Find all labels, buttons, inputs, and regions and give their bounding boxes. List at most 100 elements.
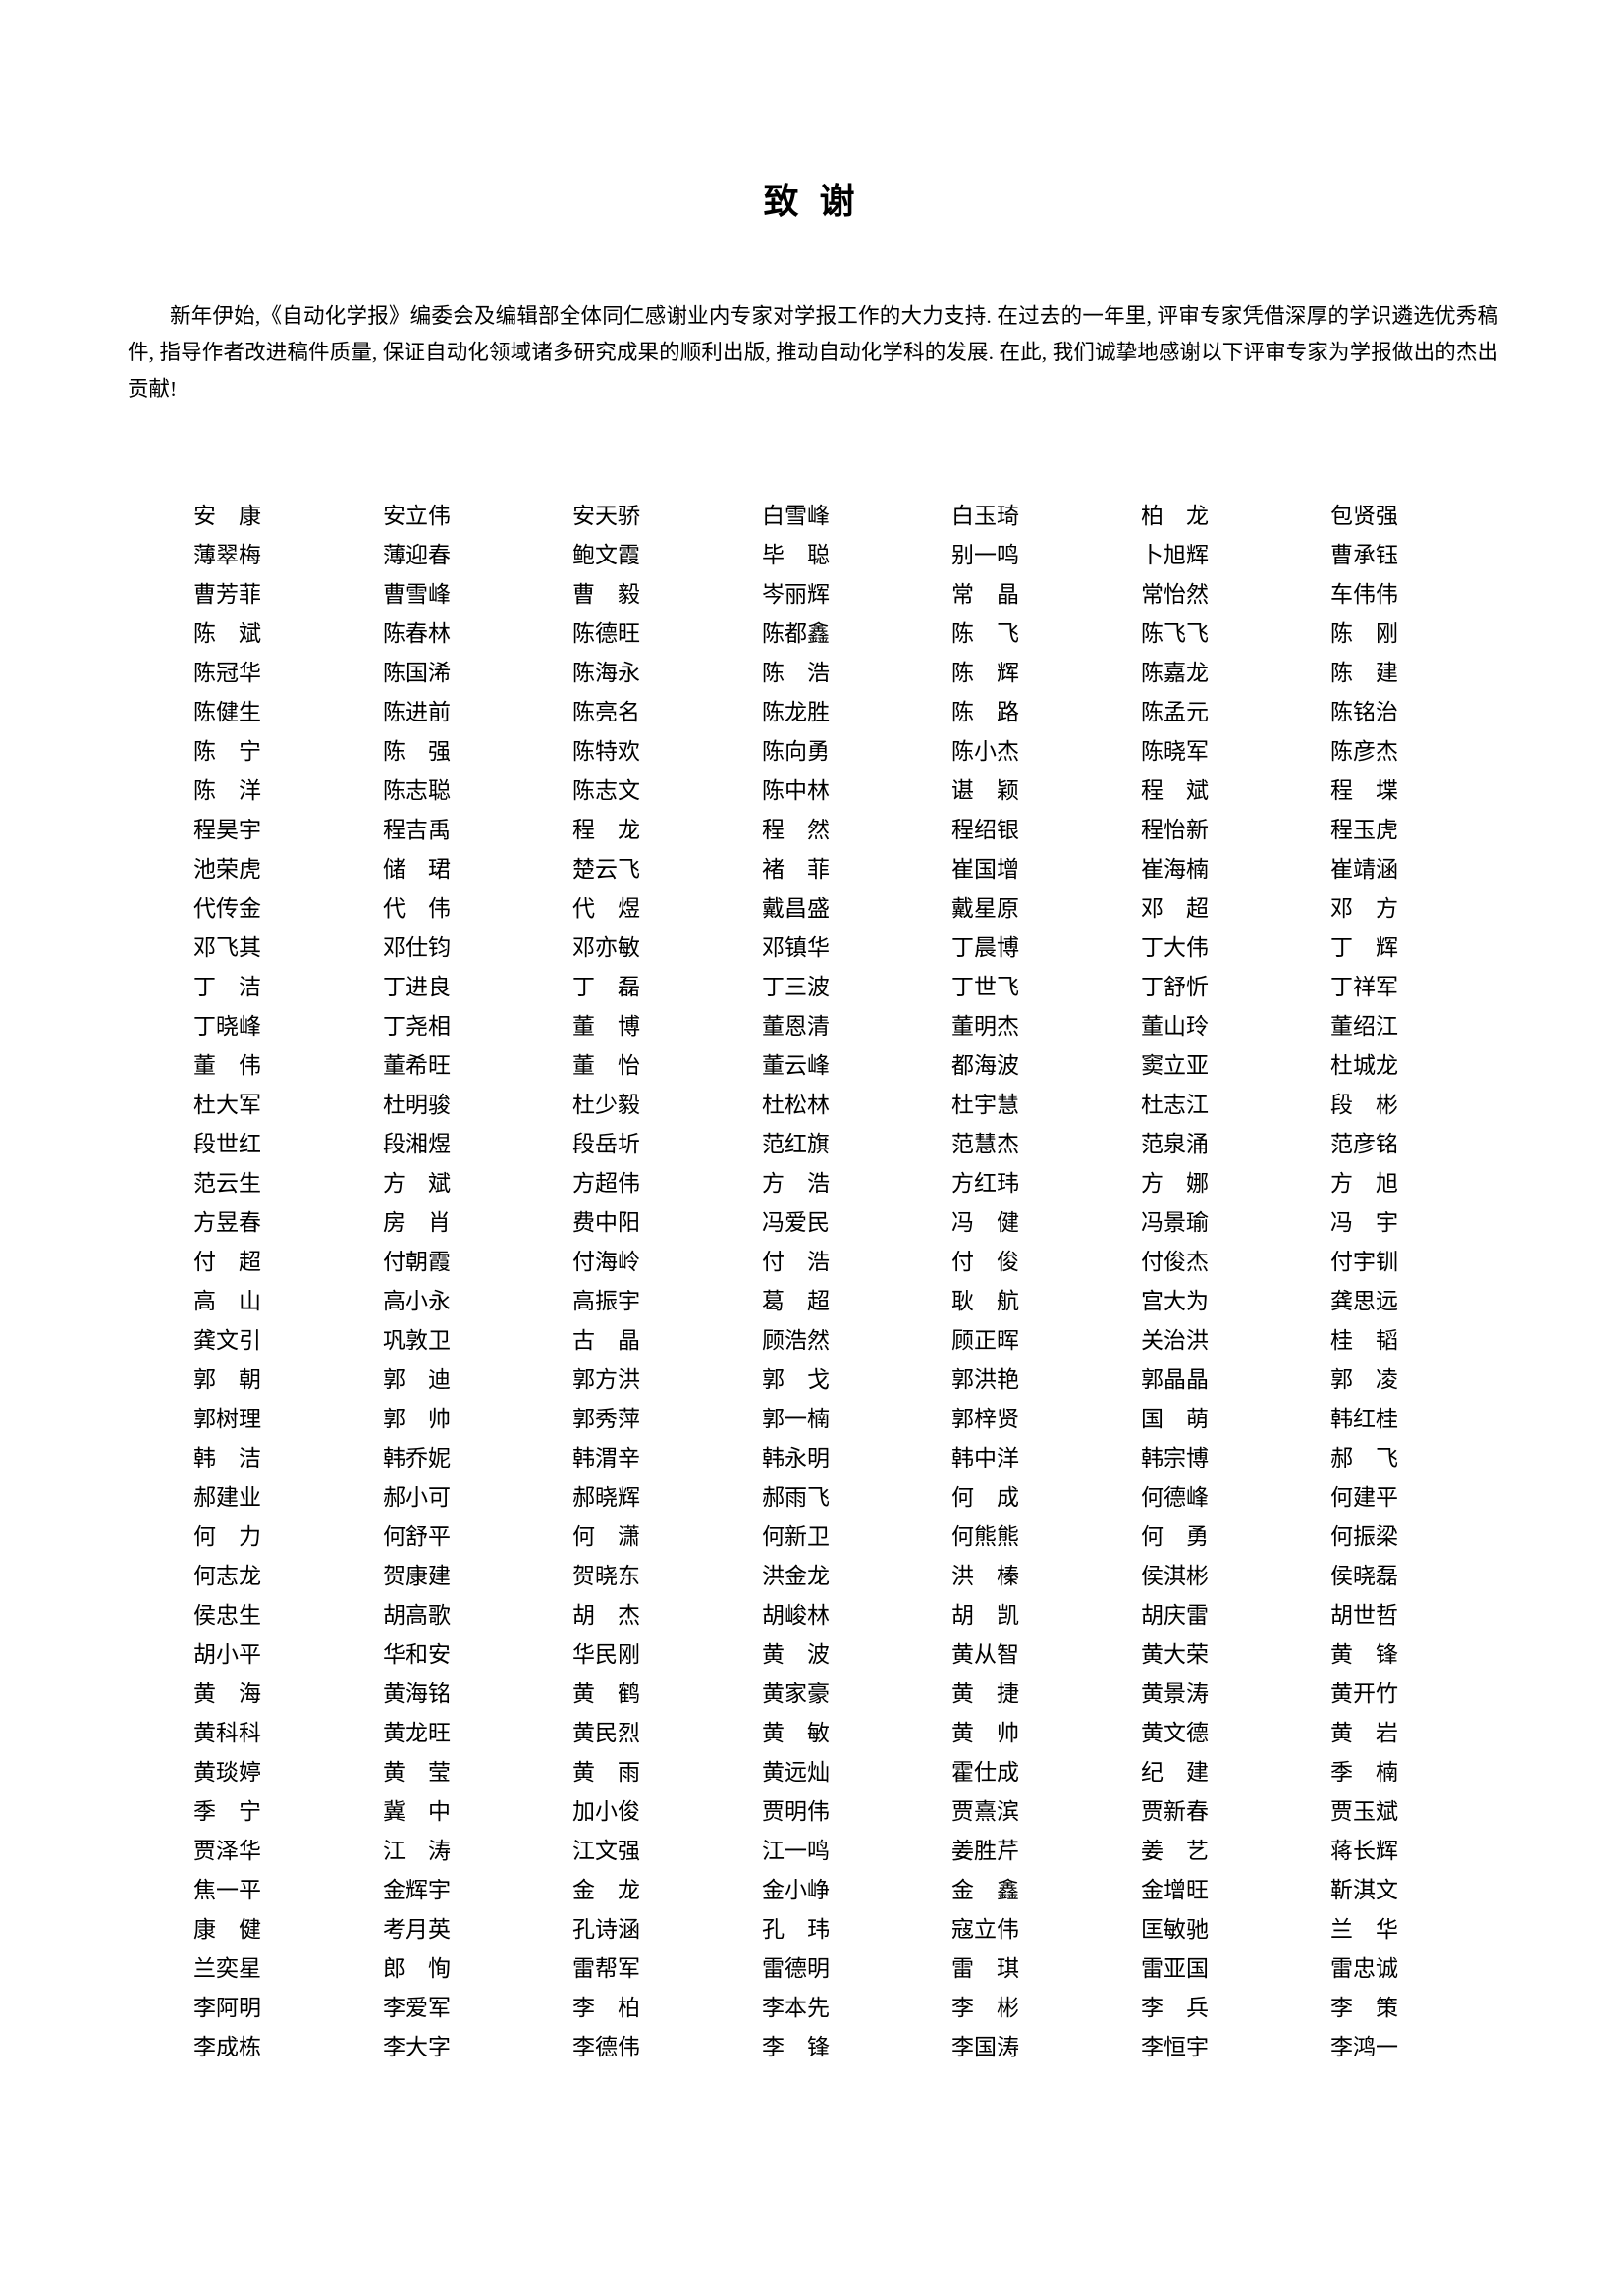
reviewer-name: 金增旺: [1141, 1878, 1209, 1902]
reviewer-name: 车伟伟: [1330, 582, 1398, 607]
reviewer-name: 丁 辉: [1330, 935, 1398, 960]
reviewer-name: 李 柏: [572, 1996, 640, 2020]
reviewer-name: 黄大荣: [1141, 1642, 1209, 1667]
reviewer-name: 付海岭: [572, 1250, 640, 1274]
reviewer-name: 贾明伟: [762, 1799, 830, 1824]
reviewer-grid: 安 康安立伟 安天骄 白雪峰 白玉琦柏 龙包贤强 薄翠梅 薄迎春 鲍文霞毕 聪别一鸣 卜旭辉曹…: [193, 497, 1520, 2067]
reviewer-name: 李 彬: [951, 1996, 1019, 2020]
reviewer-name: 房 肖: [383, 1210, 451, 1235]
reviewer-name: 何新卫: [762, 1524, 830, 1549]
reviewer-name: 杜志江: [1141, 1093, 1209, 1117]
reviewer-name: 兰奕星: [193, 1956, 261, 1981]
reviewer-name: 董 怡: [572, 1053, 640, 1078]
reviewer-name: 安 康: [193, 504, 261, 528]
reviewer-name: 陈飞飞: [1141, 621, 1209, 646]
reviewer-name: 何 潇: [572, 1524, 640, 1549]
reviewer-name: 付 俊: [951, 1250, 1019, 1274]
reviewer-name: 池荣虎: [193, 857, 261, 881]
reviewer-name: 雷帮军: [572, 1956, 640, 1981]
reviewer-name: 郝晓辉: [572, 1485, 640, 1510]
reviewer-name: 陈德旺: [572, 621, 640, 646]
reviewer-name: 陈晓军: [1141, 739, 1209, 764]
reviewer-name: 黄开竹: [1330, 1682, 1398, 1706]
reviewer-name: 韩 洁: [193, 1446, 261, 1470]
reviewer-name: 陈 辉: [951, 661, 1019, 685]
reviewer-name: 郭一楠: [762, 1407, 830, 1431]
reviewer-name: 雷忠诚: [1330, 1956, 1398, 1981]
reviewer-name: 黄文德: [1141, 1721, 1209, 1745]
reviewer-name: 鲍文霞: [572, 543, 640, 567]
reviewer-name: 韩红桂: [1330, 1407, 1398, 1431]
reviewer-name: 郭 凌: [1330, 1367, 1398, 1392]
reviewer-name: 方昱春: [193, 1210, 261, 1235]
reviewer-name: 郭方洪: [572, 1367, 640, 1392]
reviewer-name: 方 斌: [383, 1171, 451, 1196]
reviewer-name: 程怡新: [1141, 818, 1209, 842]
reviewer-name: 金 鑫: [951, 1878, 1019, 1902]
reviewer-name: 董绍江: [1330, 1014, 1398, 1039]
reviewer-name: 纪 建: [1141, 1760, 1209, 1785]
reviewer-name: 丁世飞: [951, 975, 1019, 999]
reviewer-name: 胡小平: [193, 1642, 261, 1667]
reviewer-name: 郝 飞: [1330, 1446, 1398, 1470]
reviewer-name: 陈嘉龙: [1141, 661, 1209, 685]
reviewer-name: 范泉涌: [1141, 1132, 1209, 1156]
reviewer-name: 雷德明: [762, 1956, 830, 1981]
reviewer-name: 桂 韬: [1330, 1328, 1398, 1353]
reviewer-name: 曹芳菲: [193, 582, 261, 607]
reviewer-name: 陈 路: [951, 700, 1019, 724]
reviewer-name: 何振梁: [1330, 1524, 1398, 1549]
reviewer-name: 付 超: [193, 1250, 261, 1274]
reviewer-name: 李成栋: [193, 2035, 261, 2059]
reviewer-name: 方 娜: [1141, 1171, 1209, 1196]
reviewer-name: 陈春林: [383, 621, 451, 646]
reviewer-name: 董 伟: [193, 1053, 261, 1078]
reviewer-name: 代 煜: [572, 896, 640, 921]
reviewer-name: 陈 刚: [1330, 621, 1398, 646]
reviewer-name: 李阿明: [193, 1996, 261, 2020]
reviewer-name: 陈 飞: [951, 621, 1019, 646]
reviewer-name: 黄 波: [762, 1642, 830, 1667]
reviewer-name: 郭晶晶: [1141, 1367, 1209, 1392]
reviewer-name: 都海波: [951, 1053, 1019, 1078]
reviewer-name: 宫大为: [1141, 1289, 1209, 1313]
reviewer-name: 杜城龙: [1330, 1053, 1398, 1078]
reviewer-name: 程吉禹: [383, 818, 451, 842]
reviewer-name: 郭洪艳: [951, 1367, 1019, 1392]
reviewer-name: 冯 健: [951, 1210, 1019, 1235]
reviewer-name: 葛 超: [762, 1289, 830, 1313]
page-title: 致 谢: [763, 182, 861, 221]
reviewer-name: 黄海铭: [383, 1682, 451, 1706]
reviewer-name: 蒋长辉: [1330, 1839, 1398, 1863]
reviewer-name: 冯 宇: [1330, 1210, 1398, 1235]
reviewer-name: 江 涛: [383, 1839, 451, 1863]
reviewer-name: 黄琰婷: [193, 1760, 261, 1785]
reviewer-name: 杜松林: [762, 1093, 830, 1117]
reviewer-name: 郭 迪: [383, 1367, 451, 1392]
reviewer-name: 黄 帅: [951, 1721, 1019, 1745]
reviewer-name: 韩渭辛: [572, 1446, 640, 1470]
reviewer-name: 郝小可: [383, 1485, 451, 1510]
reviewer-name: 陈龙胜: [762, 700, 830, 724]
reviewer-name: 董 博: [572, 1014, 640, 1039]
reviewer-name: 霍仕成: [951, 1760, 1019, 1785]
reviewer-name: 郭梓贤: [951, 1407, 1019, 1431]
reviewer-name: 李 锋: [762, 2035, 830, 2059]
reviewer-name: 顾正晖: [951, 1328, 1019, 1353]
reviewer-name: 黄 海: [193, 1682, 261, 1706]
reviewer-name: 陈向勇: [762, 739, 830, 764]
reviewer-name: 郝建业: [193, 1485, 261, 1510]
reviewer-name: 程 堞: [1330, 778, 1398, 803]
reviewer-name: 高振宇: [572, 1289, 640, 1313]
reviewer-name: 陈特欢: [572, 739, 640, 764]
reviewer-name: 方 旭: [1330, 1171, 1398, 1196]
reviewer-name: 靳淇文: [1330, 1878, 1398, 1902]
reviewer-name: 寇立伟: [951, 1917, 1019, 1942]
reviewer-name: 段岳圻: [572, 1132, 640, 1156]
reviewer-name: 杜大军: [193, 1093, 261, 1117]
reviewer-name: 窦立亚: [1141, 1053, 1209, 1078]
reviewer-name: 付朝霞: [383, 1250, 451, 1274]
reviewer-name: 崔靖涵: [1330, 857, 1398, 881]
reviewer-name: 郭树理: [193, 1407, 261, 1431]
reviewer-name: 陈孟元: [1141, 700, 1209, 724]
